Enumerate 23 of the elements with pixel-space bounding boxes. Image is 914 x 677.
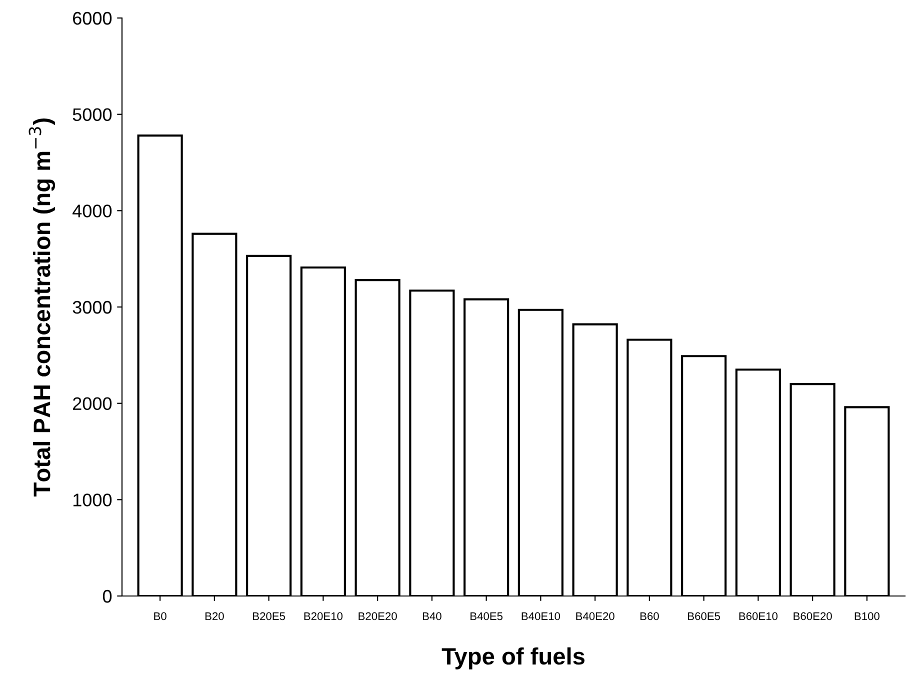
y-axis-title: Total PAH concentration (ng m$^{−3}$) [28,118,56,496]
y-tick-label: 3000 [72,300,112,314]
y-tick-label: 0 [102,590,112,603]
y-tick-label: 4000 [72,204,112,218]
x-tick-label: B20 [205,612,224,620]
x-tick-label: B0 [154,612,166,620]
x-tick-label: B20E5 [253,612,286,620]
x-tick-label: B40E5 [470,612,503,620]
x-tick-label: B60E5 [688,612,720,620]
y-tick-label: 1000 [73,494,112,506]
x-tick-label: B40E20 [576,612,614,620]
x-tick-label: B20E10 [304,612,343,620]
x-tick-label: B60 [640,612,659,620]
x-axis-title: Type of fuels [442,647,584,670]
x-tick-label: B100 [854,612,880,620]
x-tick-label: B40 [422,612,442,620]
y-tick-label: 6000 [73,12,112,25]
x-tick-label: B60E20 [794,612,832,620]
x-tick-label: B20E20 [358,612,397,620]
x-tick-label: B60E10 [739,612,778,620]
x-tick-label: B40E10 [522,612,560,620]
y-tick-label: 2000 [73,397,112,410]
y-tick-label: 5000 [72,108,112,122]
